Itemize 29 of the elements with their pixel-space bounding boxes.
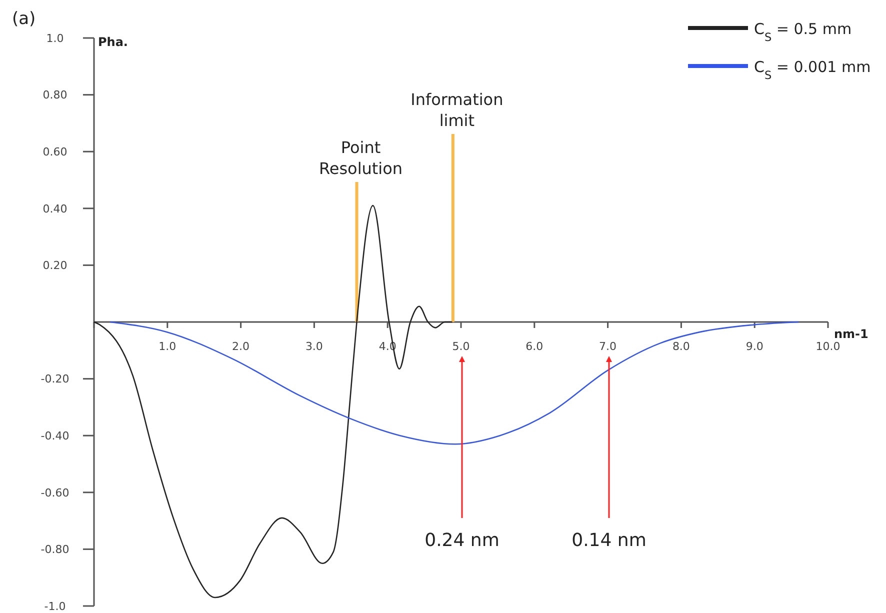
annotation: 0.24 nm [424, 530, 500, 551]
annotation: 0.14 nm [572, 530, 646, 551]
y-tick-label: -0.20 [40, 372, 70, 386]
x-tick-label: 6.0 [526, 340, 544, 353]
legend-label: C$_{S}$ = 0.5 mm [754, 20, 852, 44]
y-tick-label: 0.20 [42, 259, 68, 272]
x-axis-title: nm-1 [834, 327, 868, 341]
text: (a) [12, 9, 36, 29]
x-tick-label: 3.0 [305, 340, 323, 353]
y-tick-label: 0.40 [42, 202, 68, 216]
x-tick-label: 7.0 [599, 340, 617, 353]
y-tick-label: 0.80 [42, 88, 68, 102]
y-tick-label: 0.60 [42, 145, 68, 158]
y-axis-title: Pha. [98, 35, 128, 49]
legend-label: C$_{S}$ = 0.001 mm [754, 58, 871, 82]
x-tick-label: 5.0 [452, 340, 470, 353]
ref-line-label: Information limit [410, 90, 504, 130]
y-tick-label: -0.40 [40, 429, 70, 442]
ref-line-label: Point Resolution [318, 138, 403, 178]
y-tick-label: -1.0 [44, 600, 66, 613]
x-tick-label: 9.0 [746, 340, 764, 353]
y-tick-label: 1.0 [46, 32, 64, 45]
x-tick-label: 2.0 [232, 340, 250, 353]
y-tick-label: -0.80 [40, 543, 70, 556]
x-tick-label: 10.0 [816, 340, 840, 353]
line-series [110, 321, 800, 445]
x-tick-label: 1.0 [158, 340, 176, 353]
y-tick-label: -0.60 [40, 486, 70, 500]
x-tick-label: 8.0 [672, 340, 690, 353]
